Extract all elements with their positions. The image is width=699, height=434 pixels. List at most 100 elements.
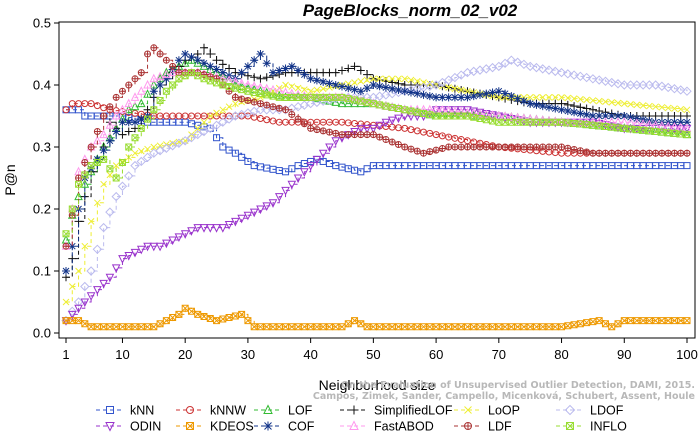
data-point-loop: [451, 85, 459, 93]
legend-label-kdeos: KDEOS: [210, 420, 254, 434]
data-point-loop: [301, 86, 308, 94]
series-cof: [62, 50, 691, 275]
data-point-ldf: [438, 145, 446, 152]
data-point-odin: [306, 162, 315, 171]
data-point-cof: [200, 59, 208, 68]
credit-line-1: Campos, Zimek, Sander, Campello, Micenko…: [313, 391, 695, 402]
data-point-loop: [426, 80, 434, 88]
data-point-ldof: [625, 80, 636, 90]
data-point-cof: [319, 77, 328, 86]
data-point-loop: [156, 142, 164, 150]
data-point-cof: [99, 146, 108, 155]
data-point-ldof: [149, 148, 159, 158]
data-point-inflo: [131, 134, 139, 142]
data-point-fastabod: [507, 112, 516, 121]
data-point-odin: [67, 310, 77, 320]
legend-item-simplifiedlof: SimplifiedLOF: [340, 404, 453, 418]
data-point-cof: [331, 81, 340, 89]
data-point-cof: [344, 84, 353, 93]
data-point-cof: [350, 85, 359, 94]
data-point-inflo: [68, 205, 76, 213]
data-point-ldof: [525, 61, 535, 72]
data-point-odin: [111, 264, 121, 274]
series-line-loop: [66, 78, 688, 303]
legend-label-knnw: kNNW: [210, 404, 246, 418]
data-point-loop: [62, 298, 70, 306]
data-point-ldf: [583, 148, 591, 156]
data-point-loop: [545, 94, 553, 101]
data-point-loop: [646, 102, 653, 110]
data-point-cof: [68, 242, 77, 251]
y-axis: 0.0 0.1 0.2 0.3 0.4 0.5: [33, 16, 60, 341]
data-point-loop: [388, 75, 396, 83]
data-point-cof: [250, 56, 259, 65]
data-point-ldf: [156, 50, 164, 58]
data-point-ldf: [300, 120, 308, 128]
data-point-cof: [563, 107, 572, 116]
data-point-loop: [526, 94, 534, 101]
data-point-cof: [538, 102, 547, 111]
data-point-loop: [683, 106, 691, 114]
data-point-ldf: [627, 149, 635, 157]
data-point-loop: [533, 94, 540, 101]
data-point-cof: [137, 115, 146, 124]
data-point-ldof: [211, 120, 222, 131]
data-point-ldf: [376, 133, 384, 141]
legend-item-inflo: INFLO: [556, 420, 627, 434]
data-point-loop: [382, 75, 390, 83]
data-point-kdeos: [608, 323, 616, 331]
data-point-odin: [268, 199, 278, 208]
data-point-cof: [306, 74, 315, 83]
data-point-ldf: [137, 69, 145, 77]
data-point-inflo: [118, 159, 126, 166]
data-point-simplifiedlof: [124, 127, 133, 136]
data-point-knn: [683, 162, 691, 170]
data-point-ldf: [514, 143, 522, 151]
data-point-odin: [469, 107, 479, 117]
data-point-odin: [394, 114, 403, 124]
y-tick-label: 0.1: [33, 264, 51, 279]
data-point-ldof: [255, 105, 266, 115]
data-point-ldf: [576, 147, 584, 155]
data-point-ldf: [551, 143, 559, 151]
data-point-odin: [105, 273, 115, 283]
data-point-cof: [582, 110, 591, 119]
data-point-ldf: [539, 143, 547, 151]
data-point-simplifiedlof: [218, 60, 227, 69]
data-point-ldf: [169, 62, 177, 70]
data-point-loop: [401, 75, 409, 83]
data-point-simplifiedlof: [350, 62, 359, 71]
data-point-lof: [312, 93, 322, 103]
data-point-knn: [244, 157, 252, 165]
data-point-lof: [143, 89, 152, 98]
data-point-ldof: [193, 129, 203, 140]
data-point-cof: [501, 89, 510, 98]
data-point-loop: [87, 218, 95, 225]
data-point-ldf: [388, 138, 396, 146]
data-point-odin: [212, 224, 221, 233]
data-point-fastabod: [281, 87, 290, 96]
data-point-inflo: [181, 72, 189, 80]
data-point-fastabod: [513, 112, 522, 122]
data-point-odin: [86, 292, 96, 301]
data-point-cof: [513, 94, 522, 103]
data-point-knnw: [62, 106, 70, 114]
data-point-cof: [551, 104, 560, 113]
data-point-kdeos: [338, 323, 346, 331]
data-point-ldf: [401, 143, 409, 151]
data-point-fastabod: [601, 117, 610, 126]
data-point-odin: [249, 208, 259, 218]
x-tick-label: 50: [366, 347, 380, 362]
legend-label-loop: LoOP: [488, 404, 520, 418]
data-point-ldf: [162, 56, 170, 64]
legend-marker-knn: [106, 406, 114, 414]
data-point-cof: [312, 76, 321, 85]
data-point-cof: [450, 93, 459, 102]
data-point-loop: [370, 75, 377, 83]
data-point-ldf: [633, 149, 641, 157]
data-point-inflo: [62, 230, 70, 238]
data-point-loop: [363, 76, 371, 84]
data-point-cof: [614, 112, 622, 120]
data-point-ldf: [131, 75, 139, 83]
data-point-lof: [193, 58, 203, 67]
